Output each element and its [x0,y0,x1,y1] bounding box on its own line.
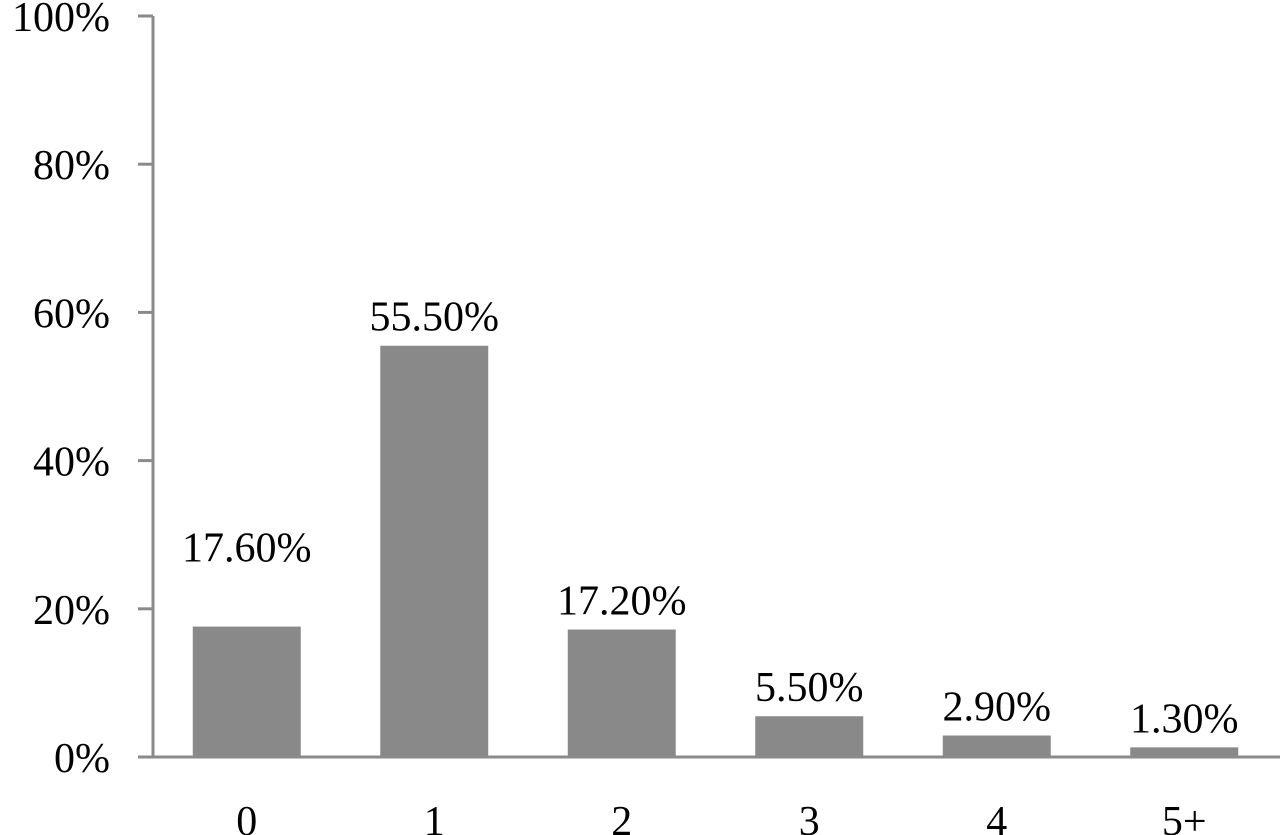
x-tick-label: 2 [611,799,632,835]
y-tick-label: 60% [33,291,110,337]
bar-3 [755,716,864,757]
x-tick-label: 1 [424,799,445,835]
data-label: 2.90% [943,685,1052,731]
y-tick-label: 0% [54,736,110,782]
y-tick-label: 20% [33,588,110,634]
data-label: 5.50% [755,665,864,711]
x-tick-label: 4 [986,799,1007,835]
data-label: 55.50% [370,295,500,341]
bar-4 [942,735,1051,757]
y-tick-label: 80% [33,143,110,189]
data-label: 17.60% [182,526,312,572]
x-tick-label: 0 [236,799,257,835]
y-axis-ticks: 0% 20% 40% 60% 80% 100% [12,0,153,782]
data-labels: 17.60% 55.50% 17.20% 5.50% 2.90% 1.30% [182,295,1239,743]
bar-5plus [1130,747,1239,757]
x-tick-label: 5+ [1162,799,1207,835]
y-tick-label: 100% [12,0,110,41]
data-label: 17.20% [557,579,687,625]
data-label: 1.30% [1130,696,1239,742]
x-axis-labels: 0 1 2 3 4 5+ [236,799,1206,835]
bar-2 [567,629,676,757]
x-tick-label: 3 [799,799,820,835]
bars [192,345,1239,757]
bar-0 [192,626,301,757]
y-tick-label: 40% [33,440,110,486]
bar-1 [380,345,489,757]
